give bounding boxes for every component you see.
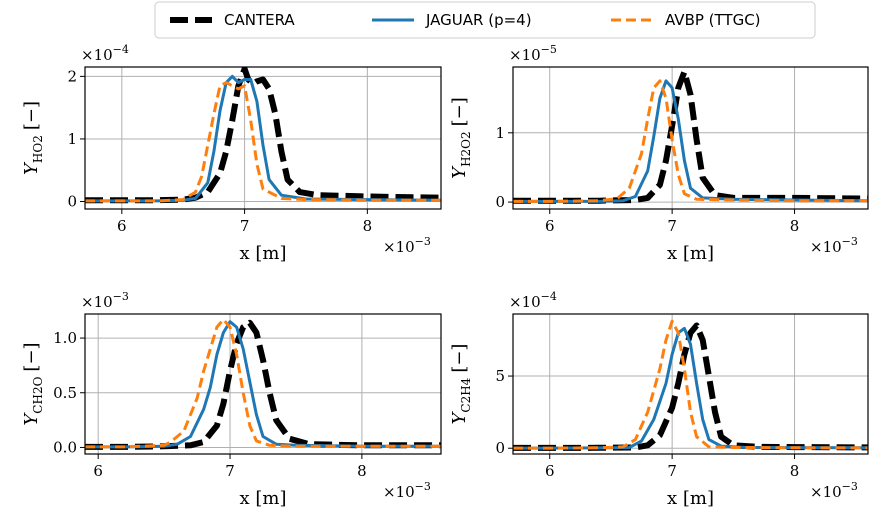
x-tick-label-h2o2-2: 8 — [790, 217, 800, 235]
x-tick-label-ho2-1: 7 — [240, 217, 250, 235]
axes-frame-c2h4 — [512, 313, 869, 455]
series-h2o2-avbp-ttgc — [513, 79, 868, 203]
panel-ho2: 6 7 8 0 1 2×10−4 ×10−3 x [m] YHO2 [−] — [21, 43, 442, 264]
x-tick-label-ho2-0: 6 — [117, 217, 127, 235]
y-tick-label-ch2o-0: 0.0 — [53, 438, 77, 456]
series-group-ch2o — [85, 318, 441, 450]
y-exponent-c2h4: ×10−4 — [509, 290, 557, 311]
y-exponent-power-h2o2: −5 — [541, 43, 557, 56]
series-c2h4-jaguar-p-4 — [513, 326, 868, 450]
y-axis-label-h2o2: YH2O2 [−] — [449, 97, 473, 179]
y-axis-label-subscript-h2o2: H2O2 — [459, 131, 473, 167]
series-c2h4-avbp-ttgc — [513, 319, 868, 450]
legend-label-avbp: AVBP (TTGC) — [665, 11, 761, 29]
y-tick-label-ho2-1: 1 — [67, 130, 77, 148]
panel-ch2o: 6 7 80.00.51.0×10−3×10−3x [m]YCH2O[−] — [21, 290, 442, 509]
x-exponent-ho2: ×10−3 — [383, 235, 431, 256]
legend-label-jaguar: JAGUAR (p=4) — [425, 11, 532, 29]
x-axis-label-ho2: x [m] — [240, 243, 287, 264]
y-exponent-ho2: ×10−4 — [81, 43, 129, 64]
y-axis-label-symbol-ch2o: Y — [21, 412, 42, 426]
y-axis-label-subscript-ch2o: CH2O — [31, 376, 45, 413]
x-exponent-power-h2o2: −3 — [842, 235, 858, 248]
y-tick-label-c2h4-0: 0 — [495, 439, 505, 457]
x-exponent-power-ho2: −3 — [415, 235, 431, 248]
y-tick-label-ho2-0: 0 — [67, 192, 77, 210]
y-axis-label-subscript-ho2: HO2 — [31, 135, 45, 163]
y-exponent-power-ho2: −4 — [113, 43, 129, 56]
x-tick-label-c2h4-1: 7 — [667, 462, 677, 480]
y-tick-label-h2o2-0: 0 — [495, 193, 505, 211]
series-group-ho2 — [85, 67, 441, 204]
x-exponent-ch2o: ×10−3 — [383, 480, 431, 501]
y-axis-label-symbol-c2h4: Y — [449, 410, 470, 424]
y-axis-label-units-ho2: [−] — [21, 101, 42, 130]
series-ho2-avbp-ttgc — [85, 81, 441, 203]
series-ch2o-cantera — [85, 319, 441, 450]
series-c2h4-cantera — [513, 322, 868, 451]
x-axis-label-h2o2: x [m] — [667, 243, 714, 264]
x-tick-label-ch2o-2: 8 — [357, 462, 367, 480]
x-exponent-power-c2h4: −3 — [842, 480, 858, 493]
legend: CANTERA JAGUAR (p=4) AVBP (TTGC) — [154, 1, 816, 39]
panel-c2h4: 6 7 8 0 5 ×10−4 ×10−3 x [m] YC2H4 [−] — [449, 290, 869, 509]
x-tick-label-ch2o-0: 6 — [93, 462, 103, 480]
series-h2o2-jaguar-p-4 — [513, 79, 868, 203]
legend-frame — [154, 1, 816, 39]
y-exponent-power-ch2o: −3 — [113, 290, 129, 303]
series-ch2o-jaguar-p-4 — [85, 320, 441, 449]
legend-label-cantera: CANTERA — [224, 11, 295, 29]
axes-frame-h2o2 — [512, 66, 869, 210]
x-exponent-power-ch2o: −3 — [415, 480, 431, 493]
axes-frame-ho2 — [84, 66, 442, 210]
y-tick-label-ch2o-1: 0.5 — [53, 384, 77, 402]
x-axis-label-c2h4: x [m] — [667, 488, 714, 509]
y-exponent-ch2o: ×10−3 — [81, 290, 129, 311]
y-axis-label-ch2o: YCH2O [−] — [21, 342, 45, 425]
panel-h2o2: 6 7 8 0 1 ×10−5 ×10−3 x [m] YH2O2 [−] — [449, 43, 869, 264]
x-exponent-c2h4: ×10−3 — [810, 480, 858, 501]
x-tick-label-ho2-2: 8 — [363, 217, 373, 235]
y-axis-label-symbol-h2o2: Y — [449, 165, 470, 179]
y-tick-label-c2h4-1: 5 — [495, 367, 505, 385]
x-tick-label-h2o2-1: 7 — [667, 217, 677, 235]
y-tick-label-ho2-2: 2 — [67, 67, 77, 85]
y-axis-label-subscript-c2h4: C2H4 — [459, 377, 473, 412]
series-group-c2h4 — [513, 319, 868, 451]
y-exponent-power-c2h4: −4 — [541, 290, 557, 303]
y-axis-label-units-ch2o: [−] — [21, 342, 42, 371]
x-tick-label-c2h4-0: 6 — [545, 462, 555, 480]
x-axis-label-ch2o: x [m] — [240, 488, 287, 509]
y-axis-label-symbol-ho2: Y — [21, 161, 42, 175]
y-axis-label-c2h4: YC2H4 [−] — [449, 344, 473, 425]
y-axis-label-units-h2o2: [−] — [449, 97, 470, 126]
series-group-h2o2 — [513, 68, 868, 204]
y-axis-label-units-c2h4: [−] — [449, 344, 470, 373]
x-tick-label-ch2o-1: 7 — [225, 462, 235, 480]
y-exponent-h2o2: ×10−5 — [509, 43, 557, 64]
y-tick-label-h2o2-1: 1 — [495, 124, 505, 142]
y-tick-label-ch2o-2: 1.0 — [53, 329, 77, 347]
x-tick-label-h2o2-0: 6 — [545, 217, 555, 235]
y-axis-label-ho2: YHO2 [−] — [21, 101, 45, 175]
series-ch2o-avbp-ttgc — [85, 318, 441, 449]
x-tick-label-c2h4-2: 8 — [790, 462, 800, 480]
x-exponent-h2o2: ×10−3 — [810, 235, 858, 256]
axes-frame-ch2o — [84, 313, 442, 455]
